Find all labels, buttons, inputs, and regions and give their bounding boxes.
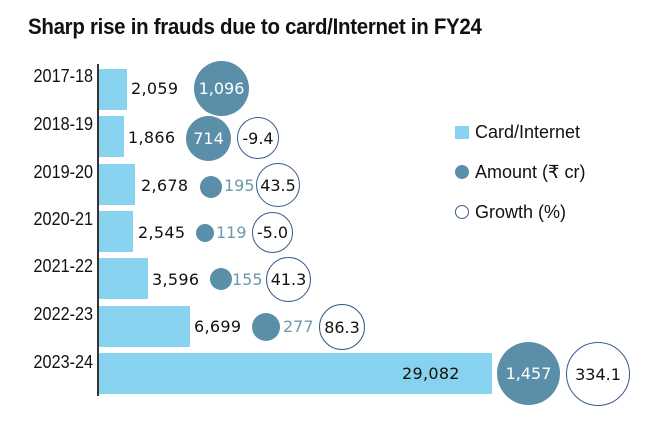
count-label: 2,545 bbox=[138, 223, 186, 242]
count-label: 2,678 bbox=[141, 176, 189, 195]
year-label: 2018-19 bbox=[33, 114, 93, 134]
amount-dot bbox=[252, 313, 280, 341]
open-circle-icon bbox=[455, 205, 469, 219]
y-axis-line bbox=[97, 64, 99, 396]
year-label: 2023-24 bbox=[33, 352, 93, 372]
bar-card-internet bbox=[99, 258, 148, 299]
bar-card-internet bbox=[99, 211, 133, 252]
legend: Card/Internet Amount (₹ cr) Growth (%) bbox=[455, 112, 585, 232]
amount-label: 195 bbox=[224, 176, 255, 195]
amount-circle: 1,457 bbox=[497, 342, 560, 405]
amount-circle: 714 bbox=[186, 116, 231, 161]
count-label: 29,082 bbox=[402, 364, 460, 383]
bar-card-internet bbox=[99, 353, 492, 394]
amount-label: 277 bbox=[283, 317, 314, 336]
count-label: 3,596 bbox=[152, 270, 200, 289]
legend-label: Amount (₹ cr) bbox=[475, 161, 586, 182]
amount-dot bbox=[210, 268, 232, 290]
legend-item-amount: Amount (₹ cr) bbox=[455, 152, 585, 192]
chart-title: Sharp rise in frauds due to card/Interne… bbox=[28, 14, 482, 39]
amount-circle: 1,096 bbox=[194, 61, 249, 116]
bar-card-internet bbox=[99, 164, 135, 205]
count-label: 6,699 bbox=[194, 317, 242, 336]
year-label: 2021-22 bbox=[33, 256, 93, 276]
growth-circle: -9.4 bbox=[237, 117, 279, 159]
count-label: 1,866 bbox=[128, 128, 176, 147]
bar-card-internet bbox=[99, 116, 124, 157]
filled-circle-icon bbox=[455, 165, 469, 179]
year-label: 2019-20 bbox=[33, 162, 93, 182]
legend-label: Growth (%) bbox=[475, 201, 567, 222]
year-label: 2022-23 bbox=[33, 304, 93, 324]
growth-circle: 334.1 bbox=[566, 342, 630, 406]
legend-label: Card/Internet bbox=[475, 121, 581, 142]
year-label: 2017-18 bbox=[33, 66, 93, 86]
bar-card-internet bbox=[99, 69, 127, 110]
count-label: 2,059 bbox=[131, 79, 179, 98]
growth-circle: 86.3 bbox=[319, 304, 365, 350]
growth-circle: 43.5 bbox=[256, 163, 300, 207]
growth-circle: -5.0 bbox=[252, 212, 293, 253]
growth-circle: 41.3 bbox=[266, 257, 311, 302]
legend-item-card-internet: Card/Internet bbox=[455, 112, 585, 152]
year-label: 2020-21 bbox=[33, 209, 93, 229]
amount-label: 119 bbox=[216, 223, 247, 242]
amount-dot bbox=[196, 224, 214, 242]
amount-label: 155 bbox=[232, 270, 263, 289]
square-swatch-icon bbox=[455, 125, 469, 139]
legend-item-growth: Growth (%) bbox=[455, 192, 585, 232]
amount-dot bbox=[200, 176, 222, 198]
bar-card-internet bbox=[99, 306, 190, 347]
